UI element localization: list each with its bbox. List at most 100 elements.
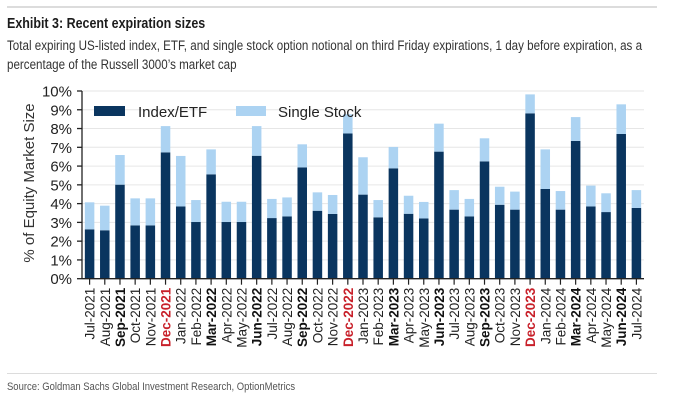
bar-single-stock — [84, 202, 95, 230]
source-note: Source: Goldman Sachs Global Investment … — [7, 381, 296, 393]
bar-single-stock — [251, 126, 262, 156]
x-tick-label: Sep-2021 — [113, 287, 128, 347]
bar-index-etf — [373, 217, 383, 279]
bar-single-stock — [191, 200, 201, 223]
bar-index-etf — [236, 222, 247, 279]
y-tick-label: 7% — [50, 140, 72, 157]
y-tick-label: 4% — [50, 196, 72, 213]
bottom-divider — [7, 373, 657, 374]
bar-single-stock — [388, 146, 399, 169]
legend: Index/ETF Single Stock — [94, 104, 362, 121]
exhibit-title: Exhibit 3: Recent expiration sizes — [7, 16, 206, 32]
bar-single-stock — [403, 195, 414, 214]
bar-index-etf — [251, 155, 262, 279]
bar-index-etf — [388, 168, 399, 279]
bar-index-etf — [160, 152, 171, 279]
x-tick-label: Apr-2022 — [219, 288, 234, 344]
bar-single-stock — [494, 186, 505, 205]
bar-index-etf — [267, 218, 277, 279]
bar-index-etf — [525, 113, 535, 279]
x-tick-label: Feb-2022 — [189, 288, 204, 346]
x-tick-label: Jun-2023 — [432, 287, 447, 346]
x-tick-labels: Jul-2021 Aug-2021 Sep-2021 Oct-2021 Nov-2021… — [83, 287, 645, 348]
bar-single-stock — [282, 197, 292, 217]
bar-index-etf — [419, 218, 429, 279]
bar-single-stock — [631, 190, 642, 208]
bar-single-stock — [312, 192, 323, 211]
x-tick-label: Jul-2021 — [83, 288, 98, 340]
bar-single-stock — [175, 155, 186, 207]
x-tick-label: Dec-2021 — [159, 287, 174, 347]
bar-single-stock — [540, 149, 551, 189]
y-tick-label: 6% — [50, 159, 72, 176]
bar-index-etf — [494, 204, 505, 279]
y-tick-labels: 0% 1%2% 3% 4% 5%6% 7% 8% 9%10% — [42, 84, 72, 289]
legend-swatch-single-stock — [236, 106, 266, 116]
bar-index-etf — [206, 174, 216, 279]
x-tick-label: Jan-2023 — [356, 288, 371, 344]
bar-single-stock — [373, 200, 383, 218]
bar-single-stock — [601, 193, 611, 213]
bar-index-etf — [464, 216, 475, 279]
x-tick-label: Jul-2022 — [265, 288, 280, 340]
y-tick-label: 10% — [42, 84, 72, 101]
y-tick-label: 8% — [50, 121, 72, 138]
y-tick-label: 5% — [50, 177, 72, 194]
bar-index-etf — [100, 230, 110, 279]
bar-single-stock — [616, 104, 626, 134]
x-tick-label: Mar-2022 — [204, 288, 219, 347]
bar-index-etf — [312, 210, 323, 279]
bar-index-etf — [84, 229, 95, 279]
x-tick-label: Jul-2024 — [629, 287, 644, 339]
bar-single-stock — [100, 205, 110, 231]
bar-single-stock — [525, 94, 535, 114]
bar-index-etf — [631, 207, 642, 279]
x-tick-label: Aug-2022 — [280, 288, 295, 347]
bar-single-stock — [297, 144, 307, 168]
bar-index-etf — [586, 206, 596, 279]
x-tick-label: Sep-2023 — [478, 287, 493, 347]
x-tick-label: Jun-2024 — [614, 287, 629, 346]
bar-single-stock — [327, 194, 338, 214]
exhibit-subtitle: Total expiring US-listed index, ETF, and… — [7, 38, 643, 72]
y-tick-label: 3% — [50, 215, 72, 232]
bar-index-etf — [327, 213, 338, 279]
bar-index-etf — [510, 209, 520, 279]
x-tick-label: Feb-2024 — [553, 287, 568, 345]
bar-index-etf — [616, 133, 626, 279]
x-tick-label: Nov-2021 — [143, 288, 158, 347]
bar-index-etf — [358, 194, 368, 279]
bar-single-stock — [464, 198, 475, 217]
bar-single-stock — [267, 198, 277, 219]
bar-index-etf — [145, 225, 156, 279]
top-divider — [7, 6, 657, 8]
bar-single-stock — [145, 198, 156, 226]
bar-index-etf — [434, 151, 444, 279]
y-axis-title: % of Equity Market Size — [21, 103, 38, 262]
bar-index-etf — [175, 206, 186, 279]
bar-single-stock — [130, 198, 140, 226]
bar-single-stock — [510, 191, 520, 210]
stacked-bar-chart: 0% 1%2% 3% 4% 5%6% 7% 8% 9%10% Jul-2021 Aug-2021… — [21, 84, 645, 348]
x-tick-label: Sep-2022 — [295, 288, 310, 347]
x-tick-label: Dec-2022 — [341, 288, 356, 347]
bar-single-stock — [419, 201, 429, 219]
x-tick-label: Jan-2022 — [174, 288, 189, 344]
bar-index-etf — [282, 216, 292, 279]
bar-index-etf — [570, 140, 581, 279]
x-tick-label: May-2023 — [417, 288, 432, 348]
bar-single-stock — [236, 201, 247, 223]
x-tick-label: May-2022 — [234, 288, 249, 348]
x-tick-label: Nov-2022 — [326, 288, 341, 347]
bar-single-stock — [206, 149, 216, 175]
bar-single-stock — [358, 157, 368, 195]
x-tick-label: Apr-2023 — [402, 288, 417, 344]
bar-index-etf — [115, 184, 125, 279]
x-tick-label: Feb-2023 — [371, 288, 386, 346]
bar-single-stock — [449, 190, 459, 210]
bar-index-etf — [297, 167, 307, 279]
x-tick-label: Aug-2023 — [462, 288, 477, 347]
bar-single-stock — [434, 123, 444, 152]
bar-single-stock — [586, 185, 596, 207]
bar-single-stock — [555, 191, 566, 210]
